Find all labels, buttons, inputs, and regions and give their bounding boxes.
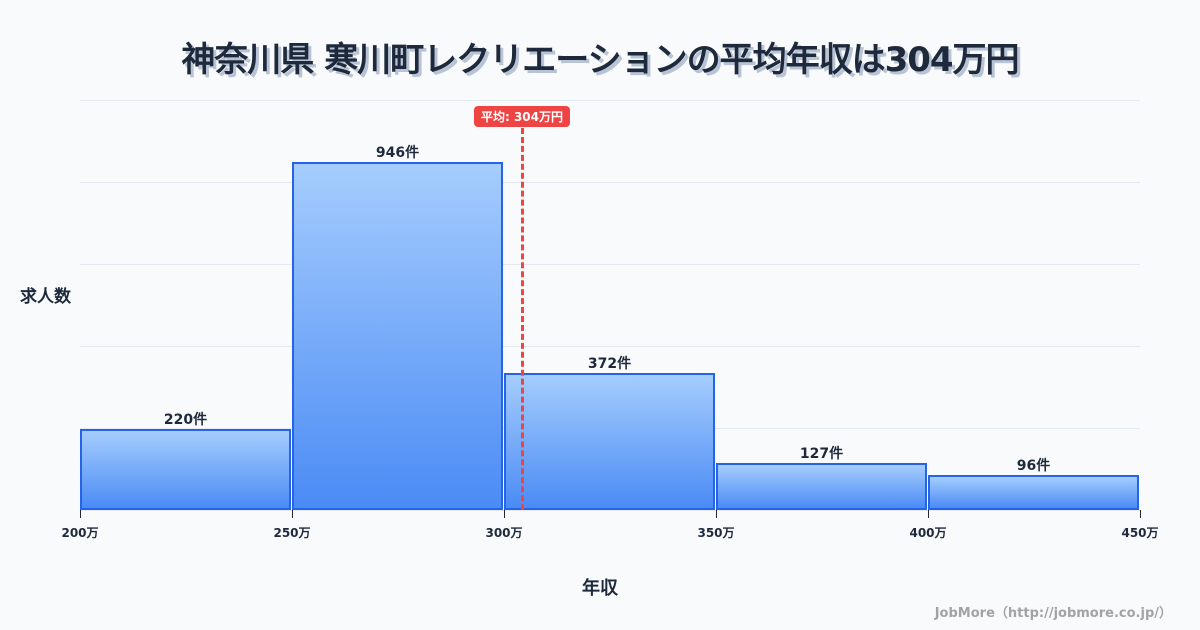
bar-value-label: 127件	[799, 446, 844, 462]
histogram-bar: 220件	[80, 412, 291, 510]
gridline	[80, 182, 1140, 183]
source-credit: JobMore（http://jobmore.co.jp/）	[934, 606, 1172, 621]
bar-value-label: 96件	[1016, 458, 1051, 474]
average-badge: 平均: 304万円	[473, 106, 571, 127]
x-tick-label: 450万	[1121, 526, 1159, 540]
histogram-bar: 96件	[928, 458, 1139, 510]
histogram-bar: 372件	[504, 356, 715, 510]
chart-title: 神奈川県 寒川町レクリエーションの平均年収は304万円	[181, 40, 1019, 80]
y-axis-label: 求人数	[20, 287, 71, 307]
x-tick-label: 400万	[909, 526, 947, 540]
x-tick	[504, 510, 505, 518]
histogram-bar: 127件	[716, 446, 927, 510]
x-tick-label: 250万	[273, 526, 311, 540]
gridline	[80, 100, 1140, 101]
x-tick	[716, 510, 717, 518]
x-tick	[1140, 510, 1141, 518]
x-axis-label: 年収	[582, 578, 618, 599]
x-tick	[292, 510, 293, 518]
average-line	[521, 128, 524, 510]
gridline	[80, 264, 1140, 265]
bar-value-label: 220件	[163, 412, 208, 428]
x-tick	[80, 510, 81, 518]
x-tick-label: 350万	[697, 526, 735, 540]
bar-value-label: 946件	[375, 145, 420, 161]
plot-area: 220件 946件 372件 127件 96件	[80, 100, 1140, 510]
gridline	[80, 346, 1140, 347]
histogram-bar: 946件	[292, 145, 503, 510]
bar-value-label: 372件	[587, 356, 632, 372]
x-tick-label: 300万	[485, 526, 523, 540]
x-tick-label: 200万	[61, 526, 99, 540]
x-tick	[928, 510, 929, 518]
x-axis	[80, 510, 1140, 511]
